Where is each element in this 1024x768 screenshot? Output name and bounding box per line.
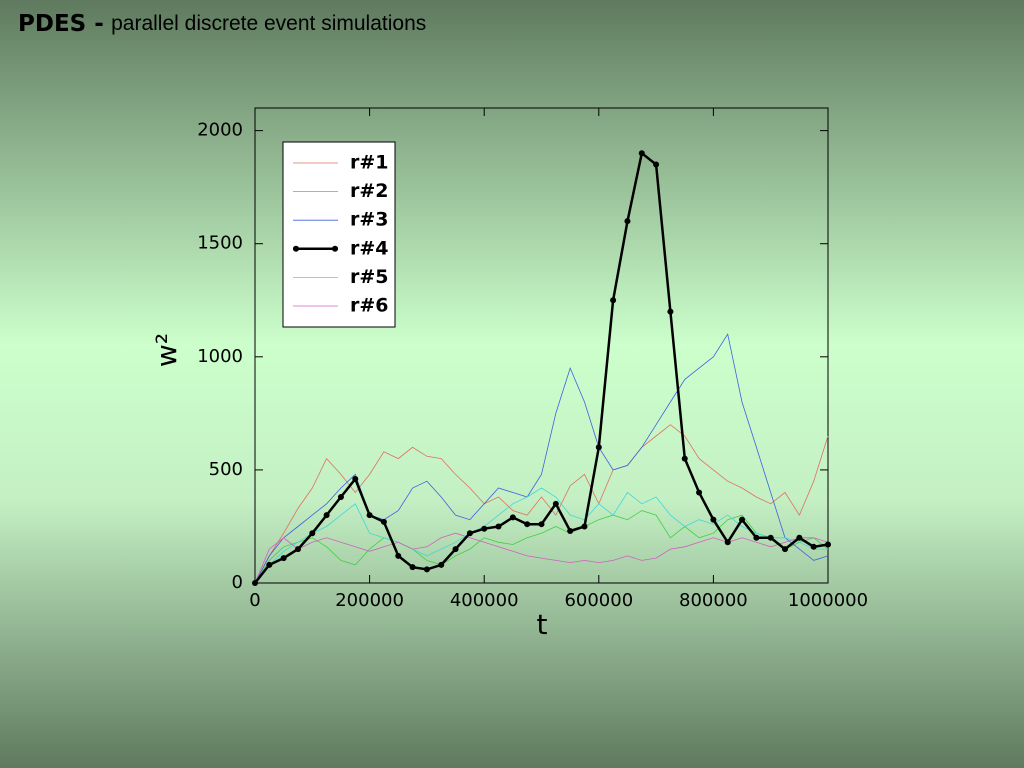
marker xyxy=(796,534,803,541)
marker xyxy=(266,561,273,568)
marker xyxy=(481,525,488,532)
marker xyxy=(323,512,330,519)
title-bold: PDES - xyxy=(18,11,104,37)
marker xyxy=(252,580,258,586)
marker xyxy=(638,150,645,157)
y-axis-label: w² xyxy=(150,333,183,367)
marker xyxy=(767,534,774,541)
marker xyxy=(624,218,631,225)
marker xyxy=(294,546,301,553)
marker xyxy=(538,521,545,528)
y-tick-label: 500 xyxy=(209,459,243,480)
legend-label: r#2 xyxy=(350,180,389,202)
y-tick-label: 2000 xyxy=(197,120,243,141)
marker xyxy=(696,489,703,496)
marker xyxy=(366,512,373,519)
legend-label: r#4 xyxy=(350,237,389,259)
marker xyxy=(280,555,287,562)
x-axis-label: t xyxy=(537,608,548,641)
marker xyxy=(452,546,459,553)
legend-label: r#6 xyxy=(350,295,389,317)
legend-label: r#1 xyxy=(350,152,389,174)
plot-frame xyxy=(254,107,829,584)
marker xyxy=(309,530,316,537)
marker xyxy=(524,521,531,528)
marker xyxy=(567,527,574,534)
marker xyxy=(739,516,746,523)
marker xyxy=(423,566,430,573)
marker xyxy=(495,523,502,530)
marker xyxy=(352,475,359,482)
marker xyxy=(395,552,402,559)
marker xyxy=(466,530,473,537)
marker xyxy=(710,516,717,523)
x-tick-label: 600000 xyxy=(564,590,633,611)
slide-title: PDES - parallel discrete event simulatio… xyxy=(18,11,426,37)
marker xyxy=(409,564,416,571)
y-tick-label: 0 xyxy=(232,572,243,593)
legend-marker xyxy=(332,245,338,252)
marker xyxy=(825,541,831,548)
marker xyxy=(552,500,559,507)
marker xyxy=(610,297,617,304)
x-tick-label: 400000 xyxy=(450,590,519,611)
x-tick-label: 800000 xyxy=(679,590,748,611)
x-tick-label: 0 xyxy=(249,590,260,611)
marker xyxy=(509,514,516,521)
marker xyxy=(667,308,674,315)
legend-box xyxy=(282,141,396,328)
y-tick-label: 1500 xyxy=(197,233,243,254)
marker xyxy=(782,546,789,553)
title-rest: parallel discrete event simulations xyxy=(111,12,426,35)
x-tick-label: 200000 xyxy=(335,590,404,611)
marker xyxy=(653,161,660,168)
legend-marker xyxy=(293,245,299,252)
marker xyxy=(595,444,602,451)
series-line xyxy=(254,487,828,584)
y-tick-label: 1000 xyxy=(197,346,243,367)
legend-label: r#5 xyxy=(350,266,389,288)
series-line xyxy=(254,510,829,584)
marker xyxy=(438,561,445,568)
marker xyxy=(724,539,731,546)
marker xyxy=(681,455,688,462)
marker xyxy=(337,494,344,501)
series-line xyxy=(254,333,829,584)
x-tick-label: 1000000 xyxy=(788,590,868,611)
series-line xyxy=(254,532,829,584)
legend-label: r#3 xyxy=(350,209,389,231)
marker xyxy=(380,518,387,525)
marker xyxy=(581,523,588,530)
marker xyxy=(753,534,760,541)
series-line xyxy=(254,424,829,584)
marker xyxy=(810,543,817,550)
